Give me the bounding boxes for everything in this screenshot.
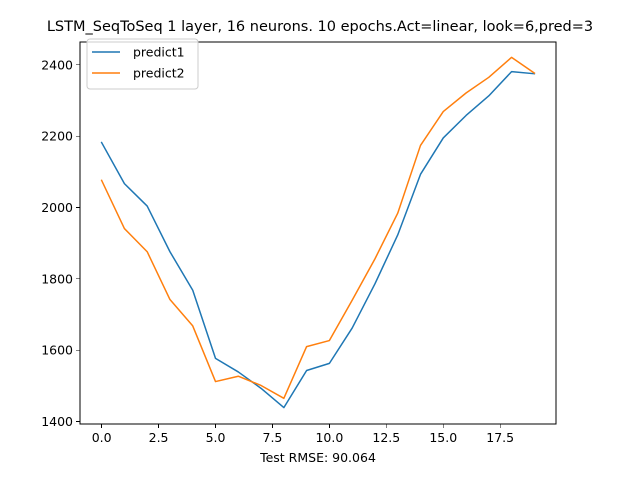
y-tick-label: 2200 bbox=[41, 129, 73, 144]
x-tick-label: 10.0 bbox=[315, 430, 343, 445]
x-tick-label: 2.5 bbox=[149, 430, 169, 445]
x-tick-label: 7.5 bbox=[263, 430, 283, 445]
x-tick-label: 15.0 bbox=[429, 430, 457, 445]
x-axis-ticks: 0.0 2.5 5.0 7.5 10.0 12.5 15.0 17.5 bbox=[92, 424, 514, 445]
y-tick-label: 1800 bbox=[41, 271, 73, 286]
axes-layer bbox=[79, 41, 557, 425]
series-layer bbox=[100, 56, 536, 409]
x-axis-label: Test RMSE: 90.064 bbox=[259, 450, 376, 465]
x-tick-label: 12.5 bbox=[372, 430, 400, 445]
y-axis-ticks: 1400 1600 1800 2000 2200 2400 bbox=[41, 57, 80, 429]
y-tick-label: 1400 bbox=[41, 414, 73, 429]
legend-label-predict1: predict1 bbox=[133, 45, 185, 60]
legend-label-predict2: predict2 bbox=[133, 66, 185, 81]
x-tick-label: 5.0 bbox=[206, 430, 226, 445]
y-tick-label: 1600 bbox=[41, 343, 73, 358]
chart-title: LSTM_SeqToSeq 1 layer, 16 neurons. 10 ep… bbox=[47, 19, 593, 35]
y-tick-label: 2000 bbox=[41, 200, 73, 215]
legend: predict1 predict2 bbox=[86, 38, 199, 90]
plot-frame bbox=[79, 41, 557, 425]
x-tick-label: 0.0 bbox=[92, 430, 112, 445]
x-tick-label: 17.5 bbox=[486, 430, 514, 445]
series-line-predict2 bbox=[100, 56, 536, 400]
series-line-predict1 bbox=[100, 70, 536, 409]
y-tick-label: 2400 bbox=[41, 57, 73, 72]
